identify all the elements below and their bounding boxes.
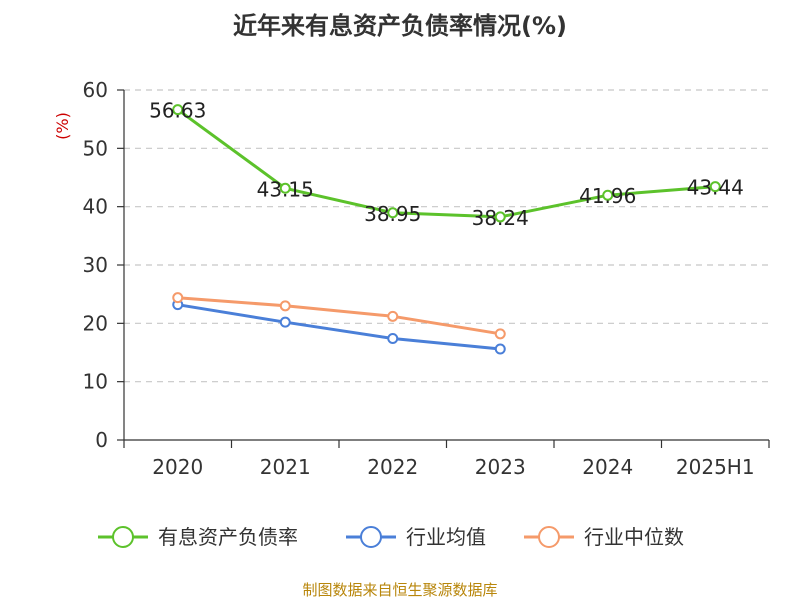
data-point [494,343,506,355]
data-point [494,328,506,340]
y-tick-label: 0 [95,428,108,452]
x-tick-label: 2024 [582,455,633,479]
y-tick-label: 50 [83,136,108,160]
series-line-2 [177,303,501,351]
x-tick-label: 2021 [260,455,311,479]
data-point [602,189,614,201]
data-point [494,211,506,223]
x-tick-label: 2022 [367,455,418,479]
data-point [279,300,291,312]
source-footer: 制图数据来自恒生聚源数据库 [302,581,498,599]
y-tick-label: 60 [83,78,108,102]
legend-label: 行业均值 [406,525,486,549]
legend-marker [360,526,382,548]
y-tick-label: 20 [83,311,108,335]
chart-title: 近年来有息资产负债率情况(%) [233,12,567,40]
y-axis-label: (%) [53,112,72,140]
series-line-3 [177,296,501,336]
data-label: 56.63 [149,99,206,123]
data-point [387,333,399,344]
legend-marker [112,526,134,548]
data-label: 38.95 [364,202,421,226]
y-tick-label: 10 [83,370,108,394]
x-tick-label: 2023 [475,455,526,479]
series-line-1 [176,108,716,219]
data-point [172,104,184,116]
data-point [387,207,399,219]
legend-marker [538,526,560,548]
x-tick-label: 2025H1 [676,455,755,479]
legend-label: 有息资产负债率 [158,525,298,549]
legend-label: 行业中位数 [584,525,684,549]
data-label: 41.96 [579,184,636,208]
data-point [279,182,291,194]
data-label: 43.44 [687,176,744,200]
data-label: 43.15 [257,177,314,201]
y-tick-label: 30 [83,253,108,277]
y-tick-label: 40 [83,195,108,219]
data-label: 38.24 [472,206,529,230]
x-tick-label: 2020 [152,455,203,479]
data-point [709,181,721,193]
data-point [387,310,399,322]
data-point [172,292,184,304]
data-point [279,316,291,328]
